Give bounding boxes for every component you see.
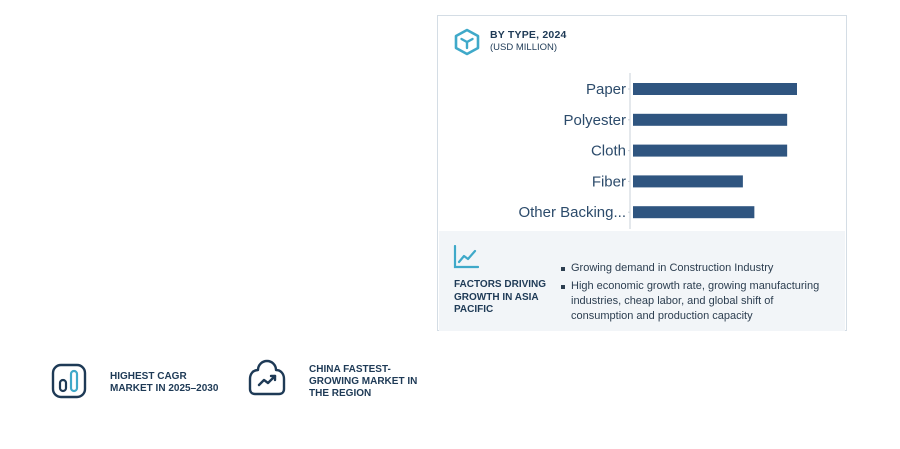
bar-other-backing (633, 206, 755, 219)
growth-factors-panel: FACTORS DRIVING GROWTH IN ASIA PACIFIC G… (439, 231, 845, 331)
bar-chart: Paper Polyester Cloth Fiber Other Backing... (518, 73, 797, 229)
china-text: CHINA FASTEST-GROWING MARKET IN THE REGI… (309, 364, 418, 399)
category-label: Other Backing... (518, 204, 626, 221)
by-type-card: BY TYPE, 2024 (USD MILLION) Paper Polyest… (437, 15, 847, 331)
bar-fiber (633, 175, 743, 188)
factor-item: High economic growth rate, growing manuf… (561, 279, 837, 324)
line-chart-icon (453, 245, 479, 269)
cagr-highlight: HIGHEST CAGR MARKET IN 2025–2030 (51, 363, 251, 403)
chart-subtitle: (USD MILLION) (490, 42, 558, 53)
category-label: Fiber (592, 173, 626, 190)
cagr-text: HIGHEST CAGR MARKET IN 2025–2030 (110, 371, 219, 394)
factors-list: Growing demand in Construction Industry … (561, 261, 837, 327)
cube-icon (454, 28, 480, 56)
category-label: Polyester (563, 112, 626, 129)
category-label: Cloth (591, 143, 626, 160)
cloud-trend-icon (248, 359, 286, 396)
china-highlight: CHINA FASTEST-GROWING MARKET IN THE REGI… (248, 356, 428, 406)
factors-title: FACTORS DRIVING GROWTH IN ASIA PACIFIC (454, 279, 547, 315)
factor-item: Growing demand in Construction Industry (561, 261, 837, 276)
bar-cloth (633, 144, 788, 157)
chart-title: BY TYPE, 2024 (490, 29, 567, 41)
bar-paper (633, 83, 797, 95)
bar-polyester (633, 113, 788, 126)
cagr-gauge-icon (51, 363, 87, 399)
category-label: Paper (586, 81, 626, 98)
